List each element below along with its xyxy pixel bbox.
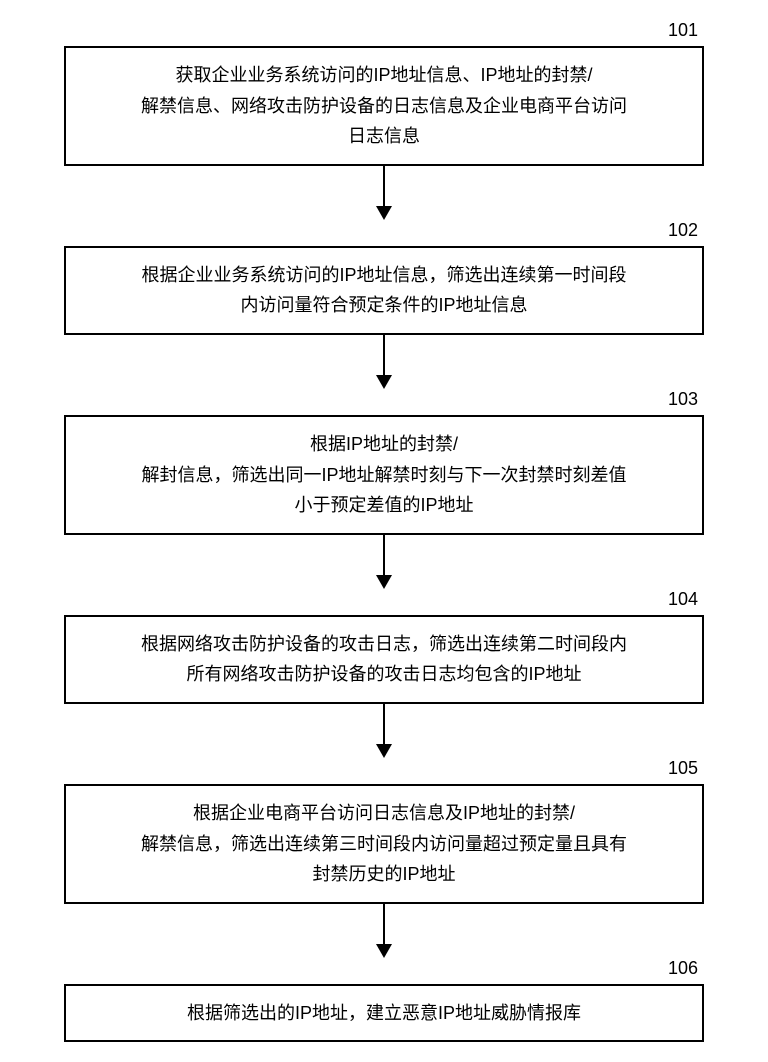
step-box: 根据IP地址的封禁/ 解封信息，筛选出同一IP地址解禁时刻与下一次封禁时刻差值 … — [64, 415, 704, 535]
arrow-icon — [376, 335, 392, 389]
step-label: 106 — [668, 958, 698, 979]
step-label: 104 — [668, 589, 698, 610]
step-106: 106 根据筛选出的IP地址，建立恶意IP地址威胁情报库 — [64, 984, 704, 1043]
step-101: 101 获取企业业务系统访问的IP地址信息、IP地址的封禁/ 解禁信息、网络攻击… — [64, 46, 704, 166]
step-label: 101 — [668, 20, 698, 41]
step-box: 根据企业业务系统访问的IP地址信息，筛选出连续第一时间段 内访问量符合预定条件的… — [64, 246, 704, 335]
step-box: 根据网络攻击防护设备的攻击日志，筛选出连续第二时间段内 所有网络攻击防护设备的攻… — [64, 615, 704, 704]
arrow-icon — [376, 166, 392, 220]
flowchart: 101 获取企业业务系统访问的IP地址信息、IP地址的封禁/ 解禁信息、网络攻击… — [44, 20, 724, 1042]
step-box: 根据企业电商平台访问日志信息及IP地址的封禁/ 解禁信息，筛选出连续第三时间段内… — [64, 784, 704, 904]
arrow-icon — [376, 704, 392, 758]
arrow-line — [383, 904, 385, 944]
step-102: 102 根据企业业务系统访问的IP地址信息，筛选出连续第一时间段 内访问量符合预… — [64, 246, 704, 335]
step-105: 105 根据企业电商平台访问日志信息及IP地址的封禁/ 解禁信息，筛选出连续第三… — [64, 784, 704, 904]
arrow-head-icon — [376, 944, 392, 958]
arrow-line — [383, 335, 385, 375]
arrow-head-icon — [376, 206, 392, 220]
arrow-line — [383, 704, 385, 744]
step-label: 105 — [668, 758, 698, 779]
arrow-line — [383, 166, 385, 206]
step-label: 102 — [668, 220, 698, 241]
arrow-line — [383, 535, 385, 575]
step-103: 103 根据IP地址的封禁/ 解封信息，筛选出同一IP地址解禁时刻与下一次封禁时… — [64, 415, 704, 535]
arrow-head-icon — [376, 375, 392, 389]
arrow-head-icon — [376, 575, 392, 589]
arrow-icon — [376, 904, 392, 958]
step-104: 104 根据网络攻击防护设备的攻击日志，筛选出连续第二时间段内 所有网络攻击防护… — [64, 615, 704, 704]
step-box: 获取企业业务系统访问的IP地址信息、IP地址的封禁/ 解禁信息、网络攻击防护设备… — [64, 46, 704, 166]
arrow-head-icon — [376, 744, 392, 758]
arrow-icon — [376, 535, 392, 589]
step-label: 103 — [668, 389, 698, 410]
step-box: 根据筛选出的IP地址，建立恶意IP地址威胁情报库 — [64, 984, 704, 1043]
